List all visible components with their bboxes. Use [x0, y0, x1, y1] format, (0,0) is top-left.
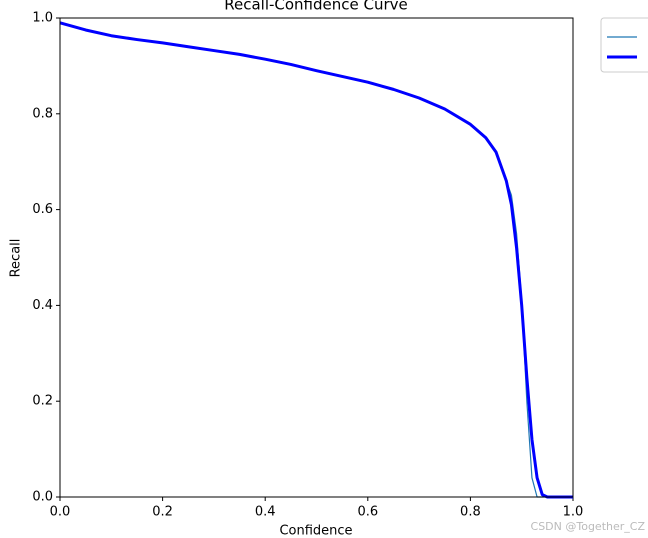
x-axis-label: Confidence [279, 524, 352, 538]
watermark: CSDN @Together_CZ [531, 520, 646, 533]
y-tick-label: 0.8 [32, 106, 53, 121]
y-tick-label: 0.2 [32, 394, 53, 409]
series-line [59, 21, 573, 499]
y-tick-label: 0.6 [32, 202, 53, 217]
x-tick-label: 0.6 [357, 505, 378, 520]
series-line [59, 22, 573, 498]
x-tick-label: 0.0 [50, 505, 71, 520]
legend-box [600, 17, 648, 73]
x-tick-label: 0.4 [255, 505, 276, 520]
y-tick-label: 0.0 [32, 490, 53, 505]
y-tick-label: 0.4 [32, 298, 53, 313]
y-axis-label: Recall [9, 239, 24, 278]
chart-title: Recall-Confidence Curve [224, 0, 408, 14]
x-tick-label: 1.0 [563, 505, 584, 520]
x-tick-label: 0.2 [152, 505, 173, 520]
x-tick-label: 0.8 [460, 505, 481, 520]
y-tick-label: 1.0 [32, 11, 53, 26]
plot-frame [59, 17, 574, 498]
